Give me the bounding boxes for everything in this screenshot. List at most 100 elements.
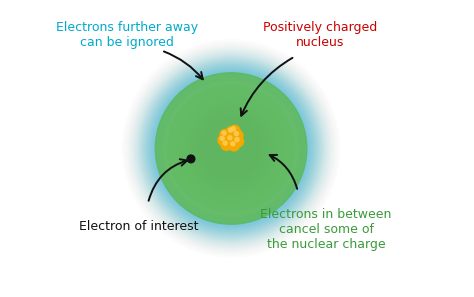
Circle shape: [216, 133, 246, 164]
Circle shape: [184, 102, 278, 195]
Circle shape: [213, 131, 249, 166]
Text: Electrons further away
can be ignored: Electrons further away can be ignored: [56, 21, 198, 49]
Circle shape: [226, 127, 237, 137]
Circle shape: [168, 86, 294, 212]
Circle shape: [221, 138, 241, 159]
Circle shape: [168, 85, 294, 212]
Circle shape: [174, 92, 288, 205]
Text: Electron of interest: Electron of interest: [79, 220, 199, 233]
Circle shape: [162, 79, 301, 218]
Circle shape: [164, 82, 298, 215]
Circle shape: [181, 98, 282, 199]
Circle shape: [172, 89, 290, 208]
Circle shape: [187, 155, 195, 163]
Circle shape: [178, 96, 284, 201]
Circle shape: [219, 136, 244, 161]
Circle shape: [179, 97, 283, 200]
Circle shape: [194, 112, 268, 185]
Circle shape: [187, 104, 275, 193]
Circle shape: [190, 107, 273, 190]
Circle shape: [227, 145, 235, 152]
Circle shape: [220, 129, 230, 140]
Circle shape: [175, 93, 287, 204]
Circle shape: [177, 94, 285, 203]
Circle shape: [189, 106, 273, 191]
Circle shape: [138, 55, 324, 242]
Circle shape: [199, 116, 264, 181]
Text: Electrons in between
cancel some of
the nuclear charge: Electrons in between cancel some of the …: [260, 208, 392, 251]
Circle shape: [220, 136, 224, 140]
Circle shape: [183, 100, 279, 197]
Circle shape: [171, 88, 292, 209]
Circle shape: [158, 75, 304, 222]
Circle shape: [222, 131, 226, 135]
Circle shape: [230, 147, 232, 150]
Circle shape: [228, 136, 232, 140]
Circle shape: [164, 81, 299, 216]
Circle shape: [201, 118, 261, 179]
Circle shape: [202, 119, 260, 178]
Circle shape: [203, 121, 259, 176]
Circle shape: [212, 129, 250, 168]
Circle shape: [183, 100, 279, 197]
Circle shape: [154, 71, 309, 226]
Circle shape: [193, 110, 269, 187]
Circle shape: [177, 95, 285, 202]
Circle shape: [161, 78, 301, 219]
Circle shape: [192, 109, 270, 188]
Circle shape: [151, 68, 311, 229]
Circle shape: [191, 109, 271, 188]
Circle shape: [188, 106, 274, 192]
Circle shape: [198, 116, 264, 181]
Circle shape: [180, 98, 282, 199]
Circle shape: [142, 60, 320, 237]
Circle shape: [166, 84, 296, 213]
Circle shape: [211, 128, 251, 169]
Circle shape: [167, 84, 295, 213]
Circle shape: [164, 81, 299, 216]
Circle shape: [173, 90, 289, 207]
Circle shape: [174, 92, 288, 205]
Circle shape: [220, 137, 242, 160]
Circle shape: [234, 132, 238, 136]
Circle shape: [169, 87, 293, 210]
Circle shape: [155, 72, 307, 225]
Circle shape: [179, 96, 283, 201]
Circle shape: [159, 77, 303, 220]
Circle shape: [218, 135, 228, 146]
Circle shape: [164, 82, 298, 215]
Circle shape: [228, 146, 234, 151]
Circle shape: [162, 79, 300, 218]
Circle shape: [228, 128, 233, 132]
Circle shape: [173, 91, 289, 206]
Circle shape: [158, 75, 304, 222]
Circle shape: [196, 113, 266, 184]
Circle shape: [196, 113, 266, 184]
Circle shape: [235, 138, 239, 142]
Circle shape: [207, 124, 255, 173]
Circle shape: [163, 80, 299, 217]
Circle shape: [141, 58, 321, 239]
Circle shape: [186, 103, 276, 194]
Circle shape: [197, 115, 265, 182]
Circle shape: [187, 105, 275, 192]
Circle shape: [182, 99, 280, 198]
Circle shape: [156, 74, 306, 223]
Circle shape: [170, 88, 292, 209]
Circle shape: [231, 142, 235, 146]
Circle shape: [145, 62, 317, 235]
Circle shape: [172, 89, 291, 208]
Circle shape: [217, 135, 245, 162]
Text: Positively charged
nucleus: Positively charged nucleus: [263, 21, 377, 49]
Circle shape: [165, 82, 297, 215]
Circle shape: [215, 132, 247, 165]
Circle shape: [159, 77, 303, 220]
Circle shape: [152, 69, 310, 228]
Circle shape: [156, 74, 306, 223]
Circle shape: [232, 130, 243, 141]
Circle shape: [182, 99, 281, 198]
Circle shape: [223, 141, 238, 156]
Circle shape: [225, 142, 237, 155]
Circle shape: [206, 123, 256, 174]
Circle shape: [176, 94, 286, 203]
